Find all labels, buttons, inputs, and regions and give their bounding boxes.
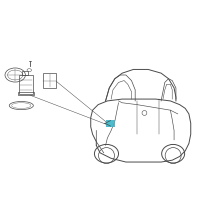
Bar <box>43 73 56 88</box>
Bar <box>22 71 28 75</box>
Bar <box>19 75 33 94</box>
Bar <box>106 120 115 127</box>
Bar <box>18 92 34 95</box>
